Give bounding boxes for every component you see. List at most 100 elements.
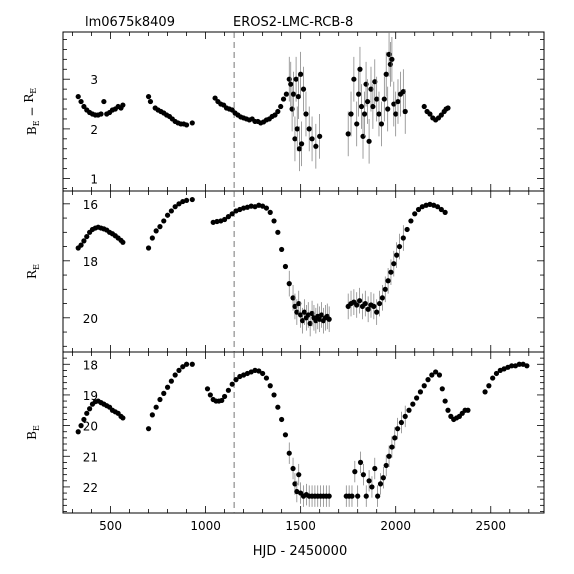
data-point	[434, 204, 441, 210]
data-point	[233, 377, 239, 383]
data-point	[356, 91, 362, 97]
y-tick-label: 22	[83, 481, 98, 495]
data-point	[313, 143, 319, 149]
data-point	[442, 398, 448, 404]
data-point	[415, 206, 422, 213]
data-point	[372, 79, 378, 85]
data-point	[280, 96, 287, 102]
data-point	[161, 218, 167, 224]
data-point	[145, 245, 152, 251]
data-point	[78, 242, 84, 248]
data-point	[275, 108, 281, 115]
x-tick-label: 1500	[285, 519, 316, 533]
data-point	[267, 383, 273, 389]
data-point	[189, 361, 195, 367]
data-point	[296, 146, 303, 152]
data-point	[147, 98, 154, 105]
data-point	[296, 472, 302, 478]
data-point	[279, 416, 285, 423]
y-tick-label: 18	[83, 255, 98, 269]
data-point	[363, 493, 369, 499]
data-point	[402, 413, 408, 419]
data-point	[164, 212, 171, 218]
y-tick-label: 1	[90, 173, 98, 187]
data-point	[385, 278, 391, 284]
data-point	[326, 316, 332, 322]
data-point	[78, 423, 84, 429]
y-tick-label: 16	[83, 198, 98, 212]
data-point	[380, 475, 386, 481]
data-point	[438, 112, 444, 118]
data-point	[361, 111, 368, 117]
data-point	[298, 141, 305, 147]
data-point	[153, 228, 159, 234]
data-point	[429, 372, 435, 378]
data-point	[290, 295, 296, 301]
data-point	[345, 131, 351, 137]
data-point	[157, 224, 163, 230]
data-point	[157, 396, 163, 403]
data-point	[433, 369, 439, 375]
data-point	[120, 102, 126, 108]
panel-frame	[62, 351, 545, 514]
data-point	[145, 426, 152, 432]
data-point	[153, 404, 159, 410]
data-point	[292, 303, 298, 310]
data-point	[376, 300, 383, 307]
data-point	[290, 465, 296, 472]
data-point	[294, 309, 300, 315]
panel-color: 1 2 3 BE − RE	[22, 31, 545, 192]
data-point	[358, 103, 365, 110]
data-point	[271, 392, 277, 398]
data-point	[410, 401, 416, 407]
data-point	[524, 363, 530, 369]
data-point	[299, 318, 306, 324]
data-point	[306, 126, 312, 132]
data-point	[516, 361, 522, 367]
data-point	[395, 98, 401, 105]
x-tick-label: 2000	[380, 519, 411, 533]
data-point	[318, 312, 325, 318]
data-point	[381, 96, 387, 102]
y-axis-label: BE	[25, 425, 41, 440]
data-point	[389, 444, 395, 450]
data-point	[161, 390, 167, 396]
panel-R: 16 18 20 RE	[25, 190, 545, 353]
data-point	[164, 384, 171, 390]
data-point	[248, 203, 254, 209]
data-point	[509, 363, 515, 369]
data-point	[275, 404, 281, 410]
x-tick-label: 1000	[190, 519, 221, 533]
data-point	[283, 91, 289, 97]
data-point	[172, 204, 178, 210]
data-point	[278, 103, 284, 110]
data-point	[442, 209, 448, 215]
data-point	[260, 370, 266, 377]
data-point	[394, 252, 400, 258]
data-point	[400, 89, 406, 95]
data-point	[183, 197, 190, 204]
data-point	[282, 263, 289, 270]
x-tick-label: 2500	[475, 519, 506, 533]
data-point	[388, 269, 394, 275]
data-point	[183, 122, 190, 128]
data-point	[355, 493, 361, 499]
data-point	[383, 462, 389, 469]
data-point	[290, 91, 297, 97]
data-point	[282, 432, 289, 438]
data-point	[375, 493, 381, 499]
data-point	[298, 312, 304, 318]
data-point	[145, 93, 152, 100]
data-point	[120, 239, 126, 245]
data-point	[176, 367, 182, 373]
data-point	[465, 407, 471, 413]
data-point	[189, 120, 195, 126]
data-point	[294, 126, 300, 132]
data-point	[189, 196, 195, 203]
y-tick-label: 3	[90, 73, 98, 87]
star-id-label: lm0675k8409	[85, 15, 175, 30]
data-point	[225, 387, 232, 393]
data-point	[214, 218, 220, 225]
